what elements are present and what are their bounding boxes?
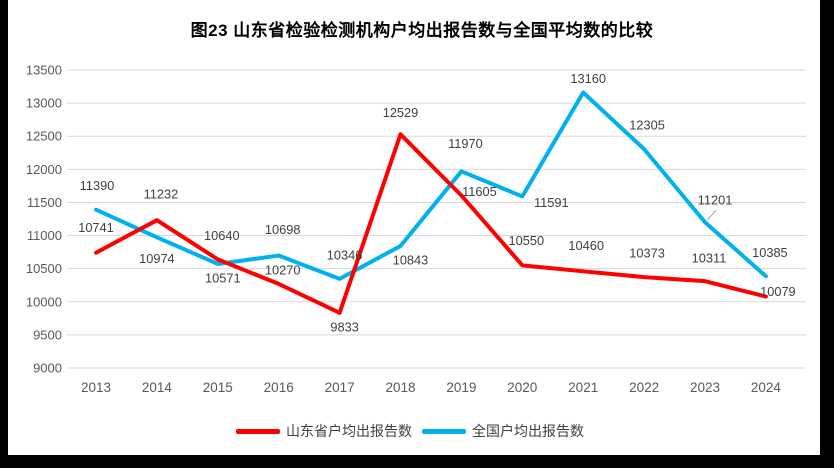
x-axis-tick-label: 2024 [751, 380, 782, 395]
chart-title: 图23 山东省检验检测机构户均出报告数与全国平均数的比较 [190, 21, 654, 40]
legend-item-shandong: 山东省户均出报告数 [236, 421, 412, 441]
x-axis-tick-label: 2023 [690, 380, 720, 395]
data-label-national: 10843 [393, 252, 429, 267]
x-axis-tick-label: 2019 [446, 380, 476, 395]
y-axis-tick-label: 9500 [33, 327, 62, 342]
data-label-national: 10571 [205, 270, 241, 285]
legend-line-swatch-red [236, 428, 280, 434]
data-label-national: 11970 [448, 136, 483, 151]
y-axis-tick-label: 13500 [26, 63, 62, 78]
label-leader-line [707, 209, 717, 220]
data-label-national: 11201 [698, 193, 733, 208]
legend-line-swatch-blue [422, 428, 466, 434]
data-label-shandong: 12529 [383, 105, 419, 120]
series-line-national [94, 90, 768, 281]
data-label-shandong: 10741 [78, 220, 114, 235]
x-axis-tick-label: 2017 [325, 380, 355, 395]
data-label-shandong: 9833 [330, 319, 358, 334]
data-label-national: 11390 [80, 178, 115, 193]
page-border-left [0, 0, 8, 468]
y-axis-tick-label: 10000 [26, 294, 62, 309]
x-axis-tick-label: 2020 [507, 380, 537, 395]
y-axis-tick-label: 10500 [26, 261, 62, 276]
data-label-national: 10346 [327, 247, 363, 262]
legend-label-national: 全国户均出报告数 [472, 423, 584, 439]
data-label-national: 10974 [139, 251, 175, 266]
page-border-right [820, 0, 834, 468]
data-label-national: 11591 [534, 195, 569, 210]
data-label-shandong: 10270 [265, 262, 301, 277]
data-label-national: 12305 [629, 118, 665, 133]
x-axis-tick-label: 2014 [142, 380, 173, 395]
x-axis-tick-label: 2016 [264, 380, 294, 395]
y-axis-tick-label: 12500 [26, 129, 62, 144]
legend-item-national: 全国户均出报告数 [422, 421, 584, 441]
y-axis-tick-label: 12000 [26, 162, 62, 177]
data-label-national: 13160 [570, 71, 606, 86]
y-axis-tick-label: 13000 [26, 96, 62, 111]
data-label-shandong: 10640 [204, 228, 240, 243]
y-axis-tick-label: 11000 [27, 228, 62, 243]
y-axis-tick-label: 9000 [33, 361, 62, 376]
data-label-shandong: 11605 [462, 184, 497, 199]
chart-legend: 山东省户均出报告数 全国户均出报告数 [0, 418, 820, 444]
page-border-bottom [0, 455, 834, 468]
series-line-shandong [94, 132, 768, 315]
x-axis-tick-label: 2015 [203, 380, 233, 395]
x-axis-tick-label: 2018 [385, 380, 415, 395]
data-label-shandong: 10460 [568, 238, 604, 253]
data-label-shandong: 10079 [760, 284, 796, 299]
data-label-national: 10698 [265, 222, 301, 237]
x-axis-tick-label: 2022 [629, 380, 659, 395]
data-label-shandong: 11232 [144, 187, 179, 202]
data-label-national: 10385 [752, 245, 788, 260]
data-label-shandong: 10373 [629, 246, 665, 261]
legend-label-shandong: 山东省户均出报告数 [286, 423, 412, 439]
y-axis-tick-label: 11500 [27, 195, 62, 210]
data-label-shandong: 10311 [692, 251, 727, 266]
data-label-shandong: 10550 [509, 233, 545, 248]
x-axis-tick-label: 2021 [568, 380, 598, 395]
x-axis-tick-label: 2013 [81, 380, 111, 395]
